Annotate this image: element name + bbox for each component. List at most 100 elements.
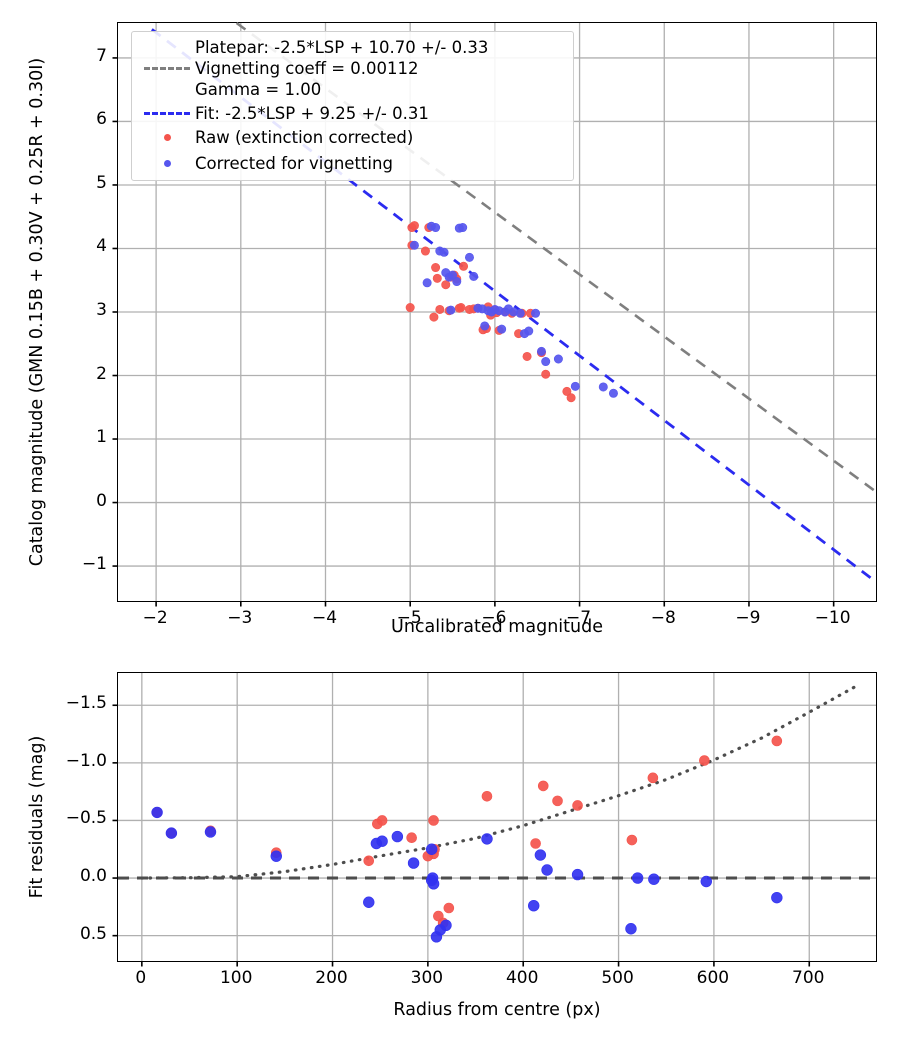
data-point: [376, 835, 388, 847]
legend-key-blue-dashed-line: [141, 103, 193, 124]
legend-key-gray-dashed-line: [141, 58, 193, 79]
data-point: [446, 305, 456, 315]
data-point: [631, 872, 644, 884]
x-axis-label-bottom: Radius from centre (px): [393, 1000, 601, 1020]
y-tick-label: 3: [96, 300, 107, 320]
x-tick-label: −9: [735, 608, 761, 628]
x-tick-label: 400: [505, 968, 539, 988]
legend-key-blank: [141, 37, 193, 58]
data-point: [376, 815, 388, 826]
data-point: [409, 240, 419, 250]
data-point: [541, 864, 553, 876]
data-point: [562, 386, 572, 396]
data-point: [432, 273, 442, 283]
line-vignetting-curve: [140, 684, 859, 880]
data-point: [469, 271, 479, 281]
y-tick-label: 0.5: [79, 923, 107, 944]
data-point: [536, 346, 546, 356]
x-tick-label: −8: [650, 608, 676, 628]
data-point: [528, 900, 540, 912]
data-point: [625, 923, 637, 935]
data-point: [541, 369, 551, 379]
legend-entry-raw: Raw (extinction corrected): [141, 127, 564, 148]
fit-residuals-plot-area: [112, 673, 876, 967]
legend-entry-fit: Fit: -2.5*LSP + 9.25 +/- 0.31: [141, 103, 564, 124]
data-point: [497, 324, 507, 334]
series-corrected-for-vignetting: [409, 221, 618, 398]
legend-entry-vignetting-coeff: Vignetting coeff = 0.00112: [141, 58, 564, 79]
data-point: [420, 246, 430, 256]
data-point: [481, 790, 493, 802]
data-point: [448, 270, 458, 280]
data-point: [572, 800, 583, 811]
x-tick-label: −3: [227, 608, 253, 628]
y-tick-label: −1: [81, 554, 107, 575]
data-point: [700, 875, 712, 888]
data-point: [439, 247, 449, 257]
data-point: [648, 873, 660, 885]
data-point: [431, 263, 441, 273]
y-tick-label: −1.0: [65, 750, 107, 771]
data-point: [428, 815, 439, 826]
data-point: [481, 833, 493, 845]
legend-key-blank-2: [141, 79, 193, 100]
magnitude-calibration-plot-area: [112, 21, 877, 607]
data-point: [204, 826, 217, 838]
y-axis-label-top: Catalog magnitude (GMN 0.15B + 0.30V + 0…: [27, 57, 47, 567]
x-tick-label: 600: [696, 968, 730, 988]
x-tick-label: 700: [792, 968, 825, 988]
x-tick-label: −6: [481, 608, 507, 628]
legend-key-blue-dot: [141, 153, 193, 174]
y-tick-label: −0.5: [65, 808, 107, 829]
data-point: [440, 919, 452, 931]
legend-label-vignetting-coeff: Vignetting coeff = 0.00112: [195, 59, 419, 79]
data-point: [608, 388, 618, 398]
legend-label-corrected: Corrected for vignetting: [195, 153, 393, 173]
data-point: [566, 393, 576, 403]
data-point: [406, 832, 417, 844]
x-tick-label: 100: [219, 968, 253, 988]
data-point: [552, 795, 563, 807]
data-point: [429, 312, 439, 322]
x-tick-label: −4: [311, 608, 338, 628]
series-raw-extinction-corrected: [151, 735, 783, 929]
data-point: [363, 896, 375, 908]
data-point: [452, 277, 462, 287]
y-tick-label: 6: [96, 109, 107, 130]
data-point: [598, 382, 608, 392]
data-point: [647, 772, 659, 784]
legend-label-fit: Fit: -2.5*LSP + 9.25 +/- 0.31: [195, 104, 429, 124]
data-point: [571, 868, 584, 881]
data-point: [459, 261, 469, 271]
y-tick-label: 2: [96, 363, 107, 384]
legend-label-gamma: Gamma = 1.00: [195, 80, 322, 100]
y-tick-label: −1.5: [65, 693, 107, 714]
fit-residuals-panel: [112, 672, 877, 967]
data-point: [480, 321, 490, 331]
data-point: [391, 830, 404, 843]
legend-key-red-dot: [141, 127, 193, 148]
data-point: [427, 878, 440, 890]
x-tick-label: −5: [396, 608, 422, 628]
x-tick-label: −2: [142, 608, 168, 628]
data-point: [537, 780, 549, 792]
data-point: [524, 326, 534, 336]
legend-entry-corrected: Corrected for vignetting: [141, 153, 564, 174]
y-tick-label: 7: [96, 45, 107, 66]
x-tick-label: 300: [410, 968, 444, 988]
data-point: [522, 351, 532, 361]
x-tick-label: −10: [814, 608, 851, 628]
data-point: [464, 252, 474, 262]
data-point: [771, 735, 783, 747]
x-tick-label: 200: [315, 968, 348, 988]
data-point: [515, 308, 525, 318]
series-corrected-for-vignetting: [151, 806, 783, 943]
y-tick-label: 4: [96, 236, 107, 257]
data-point: [435, 304, 445, 314]
data-point: [409, 221, 419, 231]
data-point: [456, 303, 466, 313]
y-axis-label-bottom: Fit residuals (mag): [27, 735, 47, 899]
x-tick-label: 0: [135, 968, 147, 988]
y-tick-label: 0: [96, 490, 107, 511]
